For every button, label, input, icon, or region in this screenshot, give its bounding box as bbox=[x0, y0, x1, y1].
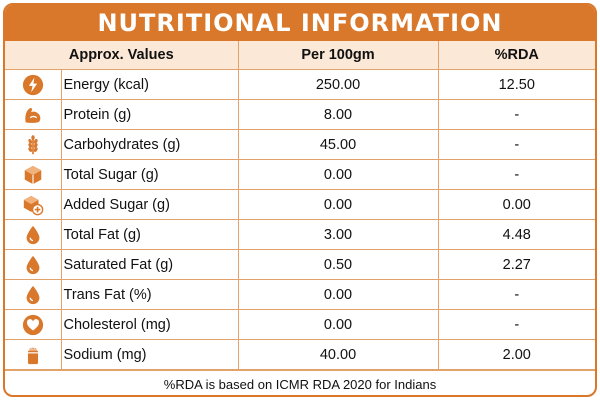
row-rda: - bbox=[437, 159, 595, 190]
row-label: Cholesterol (mg) bbox=[60, 309, 239, 340]
table-row: Added Sugar (g) 0.00 0.00 bbox=[5, 189, 595, 220]
table-row: Saturated Fat (g) 0.50 2.27 bbox=[5, 249, 595, 280]
sugar-cube-icon bbox=[24, 165, 41, 184]
page-title: NUTRITIONAL INFORMATION bbox=[5, 5, 595, 41]
row-per100: 0.50 bbox=[237, 249, 439, 280]
row-label: Sodium (mg) bbox=[60, 339, 239, 370]
row-per100: 0.00 bbox=[237, 189, 439, 220]
row-per100: 3.00 bbox=[237, 219, 439, 250]
lightning-icon bbox=[22, 74, 43, 95]
drop-icon bbox=[26, 255, 40, 274]
row-label: Energy (kcal) bbox=[60, 69, 239, 100]
row-rda: 12.50 bbox=[437, 69, 595, 100]
salt-shaker-icon bbox=[27, 347, 38, 364]
nutrition-table: Approx. Values Per 100gm %RDA Energy (kc… bbox=[5, 41, 595, 370]
row-rda: - bbox=[437, 279, 595, 310]
row-rda: 0.00 bbox=[437, 189, 595, 220]
row-label: Total Sugar (g) bbox=[60, 159, 239, 190]
row-label: Carbohydrates (g) bbox=[60, 129, 239, 160]
row-rda: - bbox=[437, 129, 595, 160]
row-label: Saturated Fat (g) bbox=[60, 249, 239, 280]
header-rda: %RDA bbox=[437, 41, 595, 70]
row-per100: 8.00 bbox=[237, 99, 439, 130]
row-per100: 250.00 bbox=[237, 69, 439, 100]
row-label: Trans Fat (%) bbox=[60, 279, 239, 310]
table-row: Sodium (mg) 40.00 2.00 bbox=[5, 339, 595, 370]
row-rda: - bbox=[437, 309, 595, 340]
row-rda: - bbox=[437, 99, 595, 130]
table-row: Trans Fat (%) 0.00 - bbox=[5, 279, 595, 310]
table-row: Total Sugar (g) 0.00 - bbox=[5, 159, 595, 190]
wheat-icon bbox=[28, 134, 38, 154]
header-approx-values: Approx. Values bbox=[5, 41, 239, 70]
added-sugar-icon bbox=[23, 195, 44, 215]
row-per100: 0.00 bbox=[237, 309, 439, 340]
muscle-icon bbox=[25, 107, 41, 123]
row-label: Protein (g) bbox=[60, 99, 239, 130]
table-row: Energy (kcal) 250.00 12.50 bbox=[5, 69, 595, 100]
row-per100: 0.00 bbox=[237, 159, 439, 190]
header-per-100gm: Per 100gm bbox=[237, 41, 439, 70]
row-rda: 2.27 bbox=[437, 249, 595, 280]
row-label: Added Sugar (g) bbox=[60, 189, 239, 220]
drop-icon bbox=[26, 225, 40, 244]
table-row: Cholesterol (mg) 0.00 - bbox=[5, 309, 595, 340]
table-row: Carbohydrates (g) 45.00 - bbox=[5, 129, 595, 160]
row-label: Total Fat (g) bbox=[60, 219, 239, 250]
table-row: Total Fat (g) 3.00 4.48 bbox=[5, 219, 595, 250]
table-header-row: Approx. Values Per 100gm %RDA bbox=[5, 41, 595, 70]
row-per100: 40.00 bbox=[237, 339, 439, 370]
row-per100: 45.00 bbox=[237, 129, 439, 160]
drop-icon bbox=[26, 285, 40, 304]
heart-icon bbox=[22, 314, 43, 335]
row-rda: 4.48 bbox=[437, 219, 595, 250]
footer-note: %RDA is based on ICMR RDA 2020 for India… bbox=[5, 370, 595, 395]
table-row: Protein (g) 8.00 - bbox=[5, 99, 595, 130]
row-per100: 0.00 bbox=[237, 279, 439, 310]
row-rda: 2.00 bbox=[437, 339, 595, 370]
nutrition-card: NUTRITIONAL INFORMATION Approx. Values P… bbox=[3, 3, 597, 397]
